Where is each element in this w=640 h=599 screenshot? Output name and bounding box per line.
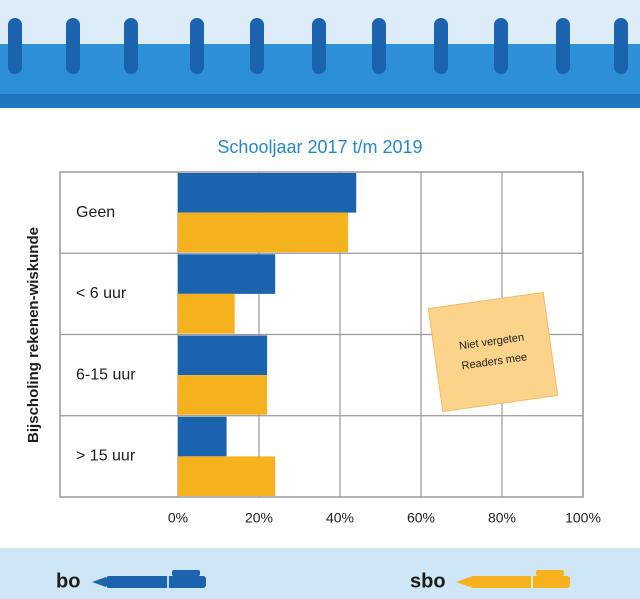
header-edge xyxy=(0,94,640,108)
category-label: < 6 uur xyxy=(76,285,127,302)
x-tick-label: 0% xyxy=(168,510,188,526)
pen-body xyxy=(106,576,206,588)
x-tick-label: 20% xyxy=(245,510,273,526)
x-tick-label: 40% xyxy=(326,510,354,526)
bar xyxy=(178,335,268,376)
bar xyxy=(178,375,268,415)
bar xyxy=(178,293,235,334)
binder-rings xyxy=(8,18,628,74)
pen-body xyxy=(470,576,570,588)
legend-label: sbo xyxy=(410,570,446,592)
bar xyxy=(178,456,276,496)
pen-tip xyxy=(92,577,106,587)
y-axis-label: Bijscholing rekenen-wiskunde xyxy=(25,227,42,443)
category-label: 6-15 uur xyxy=(76,366,136,383)
pen-tip xyxy=(456,577,470,587)
notebook-header xyxy=(0,0,640,108)
x-tick-label: 100% xyxy=(565,510,601,526)
pen-clip xyxy=(172,570,200,576)
note-paper xyxy=(427,291,559,413)
pen-clip xyxy=(536,570,564,576)
legend-pen xyxy=(92,570,206,588)
legend-band xyxy=(0,548,640,599)
bar xyxy=(178,173,357,213)
bar xyxy=(178,212,349,253)
category-label: Geen xyxy=(76,204,115,221)
category-label: > 15 uur xyxy=(76,448,136,465)
legend-label: bo xyxy=(56,570,80,592)
x-tick-label: 60% xyxy=(407,510,435,526)
bar xyxy=(178,416,227,457)
chart-title: Schooljaar 2017 t/m 2019 xyxy=(217,137,422,157)
x-tick-label: 80% xyxy=(488,510,516,526)
legend-pen xyxy=(456,570,570,588)
bar xyxy=(178,254,276,294)
